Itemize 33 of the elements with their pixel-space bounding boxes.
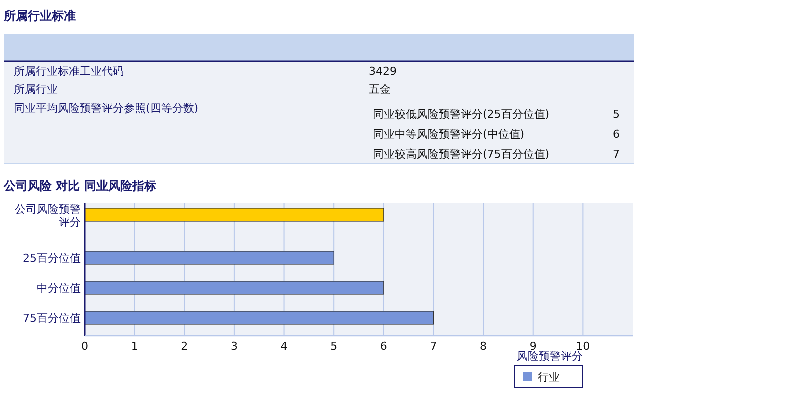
x-tick-label: 10 bbox=[576, 340, 590, 353]
x-tick-label: 5 bbox=[330, 340, 338, 353]
text: 5 bbox=[613, 108, 620, 121]
bar bbox=[84, 251, 334, 265]
legend-label: 行业 bbox=[538, 371, 560, 384]
y-tick-label: 75百分位值 bbox=[23, 312, 81, 325]
text: 同业较低风险预警评分(25百分位值) bbox=[373, 108, 550, 121]
x-tick-label: 3 bbox=[230, 340, 238, 353]
text: 同业中等风险预警评分(中位值) bbox=[373, 128, 525, 141]
text: 同业较高风险预警评分(75百分位值) bbox=[373, 148, 550, 161]
text: 所属行业标准 bbox=[3, 9, 76, 23]
text: 同业平均风险预警评分参照(四等分数) bbox=[14, 102, 199, 115]
text: 五金 bbox=[369, 83, 391, 96]
bar bbox=[84, 281, 384, 295]
chart-title: 公司风险 对比 同业风险指标 bbox=[3, 179, 156, 193]
x-tick-label: 7 bbox=[430, 340, 438, 353]
text: 3429 bbox=[369, 65, 397, 78]
x-tick-label: 0 bbox=[82, 340, 88, 353]
y-tick-label: 25百分位值 bbox=[23, 252, 81, 265]
text: 7 bbox=[613, 148, 620, 161]
bar bbox=[84, 311, 434, 325]
text: 所属行业 bbox=[14, 83, 58, 96]
x-axis-title: 风险预警评分 bbox=[517, 350, 584, 363]
x-tick-label: 1 bbox=[131, 340, 138, 353]
bar bbox=[84, 208, 384, 222]
y-tick-label: 中分位值 bbox=[37, 282, 81, 295]
x-tick-label: 6 bbox=[380, 340, 388, 353]
text: 所属行业标准工业代码 bbox=[14, 65, 124, 78]
x-tick-label: 4 bbox=[280, 340, 288, 353]
x-tick-label: 2 bbox=[181, 340, 188, 353]
text: 6 bbox=[613, 128, 620, 141]
x-tick-label: 8 bbox=[480, 340, 488, 353]
y-tick-label: 公司风险预警评分 bbox=[15, 203, 81, 229]
